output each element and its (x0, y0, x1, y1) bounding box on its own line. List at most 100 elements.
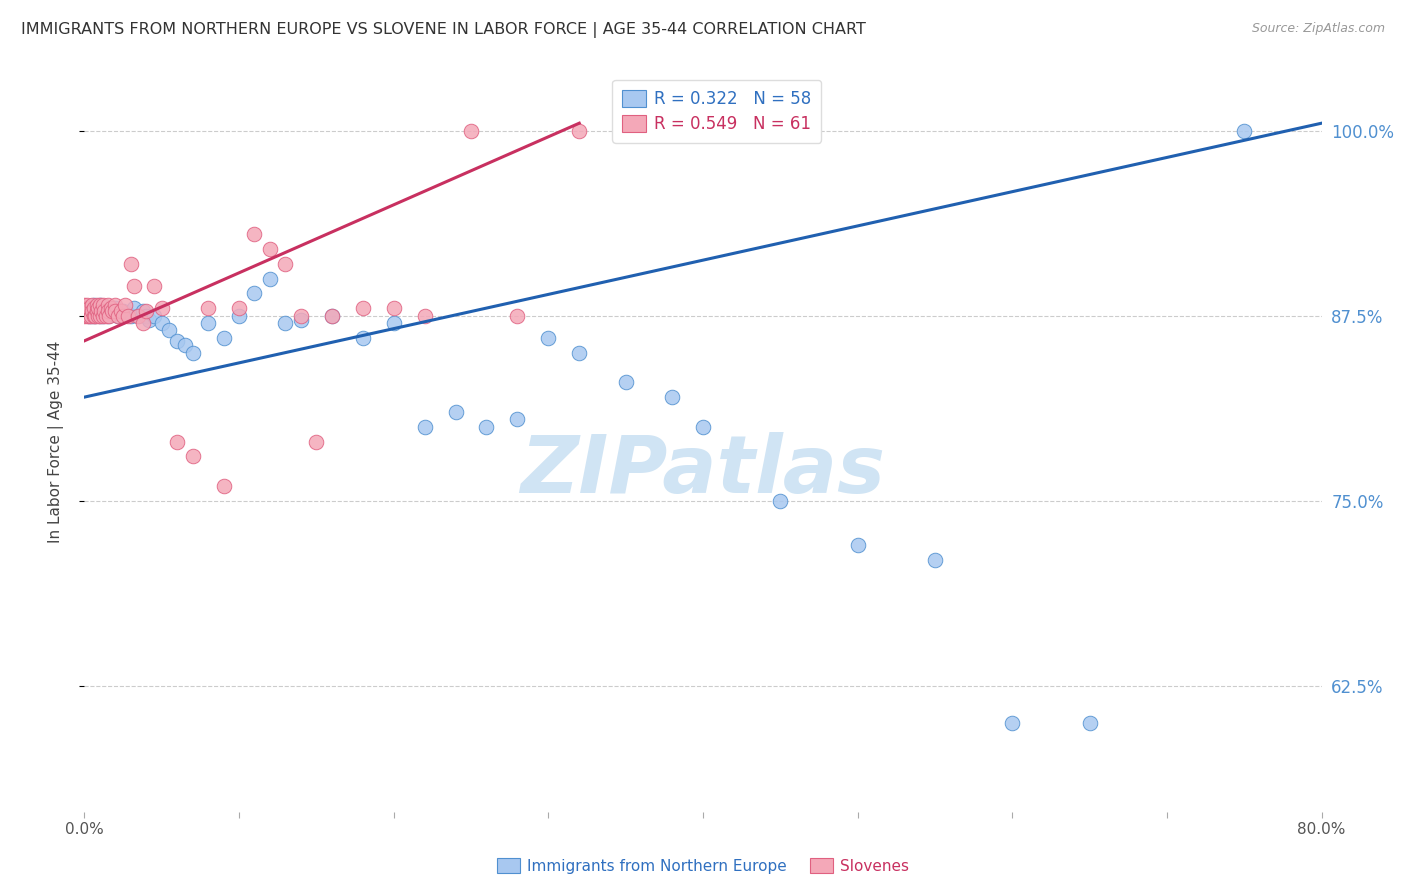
Point (110, 304, 132, 318)
Point (82, 309, 104, 323)
Point (150, 316, 173, 330)
Point (93, 304, 115, 318)
Y-axis label: In Labor Force | Age 35-44: In Labor Force | Age 35-44 (48, 341, 63, 542)
Point (77, 301, 100, 316)
Point (692, 419, 714, 434)
Point (114, 298, 136, 312)
Point (107, 309, 129, 323)
Point (112, 309, 135, 323)
Point (97, 304, 120, 318)
Point (97, 298, 120, 312)
Point (506, 309, 529, 323)
Point (305, 434, 328, 449)
Point (79, 304, 101, 318)
Point (87, 301, 110, 316)
Point (82, 304, 104, 318)
Point (460, 123, 482, 137)
Point (150, 301, 173, 316)
Point (537, 331, 560, 345)
Point (382, 316, 405, 330)
Point (86, 304, 108, 318)
Point (97, 301, 120, 316)
Point (166, 334, 188, 348)
Text: Source: ZipAtlas.com: Source: ZipAtlas.com (1251, 22, 1385, 36)
Point (1233, 123, 1256, 137)
Point (76, 298, 98, 312)
Point (924, 553, 946, 567)
Point (382, 301, 405, 316)
Point (181, 345, 204, 359)
Point (75, 301, 97, 316)
Point (212, 331, 235, 345)
Point (84, 309, 107, 323)
Point (73, 304, 96, 318)
Point (181, 450, 204, 464)
Point (86, 304, 108, 318)
Point (274, 257, 297, 271)
Point (104, 301, 127, 316)
Point (413, 419, 436, 434)
Point (83, 309, 105, 323)
Point (73, 309, 96, 323)
Point (290, 313, 312, 327)
Point (769, 493, 792, 508)
Point (90, 304, 112, 318)
Point (91, 298, 114, 312)
Point (243, 286, 266, 301)
Point (83, 298, 105, 312)
Point (846, 538, 869, 552)
Point (614, 376, 637, 390)
Point (94, 307, 117, 321)
Point (228, 301, 250, 316)
Point (132, 304, 155, 318)
Point (321, 309, 343, 323)
Point (91, 309, 114, 323)
Point (568, 123, 591, 137)
Point (475, 419, 498, 434)
Legend: Immigrants from Northern Europe, Slovenes: Immigrants from Northern Europe, Slovene… (491, 852, 915, 880)
Point (132, 316, 155, 330)
Point (76, 301, 98, 316)
Point (212, 479, 235, 493)
Point (87, 309, 110, 323)
Point (413, 309, 436, 323)
Point (122, 301, 145, 316)
Point (128, 309, 150, 323)
Text: IMMIGRANTS FROM NORTHERN EUROPE VS SLOVENE IN LABOR FORCE | AGE 35-44 CORRELATIO: IMMIGRANTS FROM NORTHERN EUROPE VS SLOVE… (21, 22, 866, 38)
Point (444, 405, 467, 419)
Point (120, 309, 142, 323)
Point (91, 309, 114, 323)
Point (104, 298, 127, 312)
Point (352, 331, 374, 345)
Point (101, 304, 124, 318)
Point (77, 309, 100, 323)
Text: ZIPatlas: ZIPatlas (520, 432, 886, 510)
Point (228, 309, 250, 323)
Point (120, 257, 142, 271)
Point (166, 434, 188, 449)
Point (89, 309, 111, 323)
Point (197, 316, 219, 330)
Point (89, 298, 111, 312)
Point (352, 301, 374, 316)
Point (84, 309, 107, 323)
Point (1078, 715, 1101, 730)
Point (506, 412, 529, 426)
Point (143, 309, 166, 323)
Point (117, 309, 139, 323)
Point (98, 309, 121, 323)
Point (122, 279, 145, 293)
Point (128, 309, 150, 323)
Point (138, 313, 160, 327)
Point (174, 338, 197, 352)
Point (159, 324, 181, 338)
Point (107, 309, 129, 323)
Point (274, 316, 297, 330)
Point (86, 298, 108, 312)
Point (89, 309, 111, 323)
Legend: R = 0.322   N = 58, R = 0.549   N = 61: R = 0.322 N = 58, R = 0.549 N = 61 (613, 79, 821, 143)
Point (87, 301, 110, 316)
Point (135, 309, 157, 323)
Point (197, 301, 219, 316)
Point (661, 390, 683, 404)
